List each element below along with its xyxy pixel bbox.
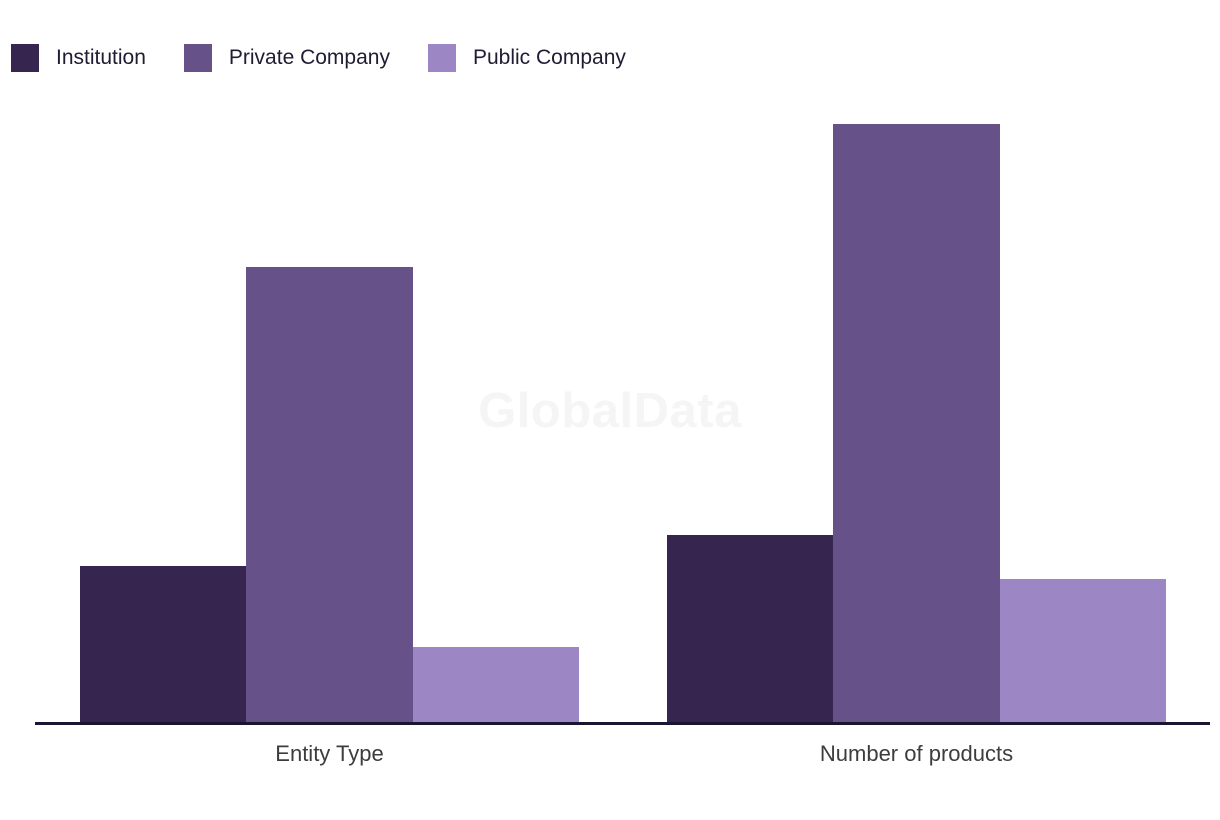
- legend-swatch-public-company: [427, 44, 456, 72]
- legend: Institution Private Company Public Compa…: [11, 44, 626, 72]
- legend-label-public-company: Public Company: [472, 46, 626, 69]
- bar-public-company-entity-type[interactable]: [412, 647, 580, 722]
- legend-item-public-company[interactable]: Public Company: [427, 44, 626, 72]
- bar-institution-entity-type[interactable]: [80, 566, 247, 722]
- category-label-number-of-products: Number of products: [819, 741, 1014, 766]
- legend-item-institution[interactable]: Institution: [11, 44, 146, 72]
- bar-public-company-number-of-products[interactable]: [999, 578, 1167, 722]
- bar-private-company-entity-type[interactable]: [246, 267, 414, 722]
- plot-area: [0, 99, 1220, 722]
- legend-item-private-company[interactable]: Private Company: [183, 44, 390, 72]
- bar-private-company-number-of-products[interactable]: [833, 123, 1001, 722]
- legend-swatch-institution: [11, 44, 39, 72]
- bar-institution-number-of-products[interactable]: [667, 535, 834, 722]
- category-label-entity-type: Entity Type: [275, 741, 384, 766]
- x-axis-line: [35, 722, 1210, 725]
- legend-swatch-private-company: [183, 44, 212, 72]
- legend-label-private-company: Private Company: [228, 46, 390, 69]
- legend-label-institution: Institution: [56, 46, 146, 69]
